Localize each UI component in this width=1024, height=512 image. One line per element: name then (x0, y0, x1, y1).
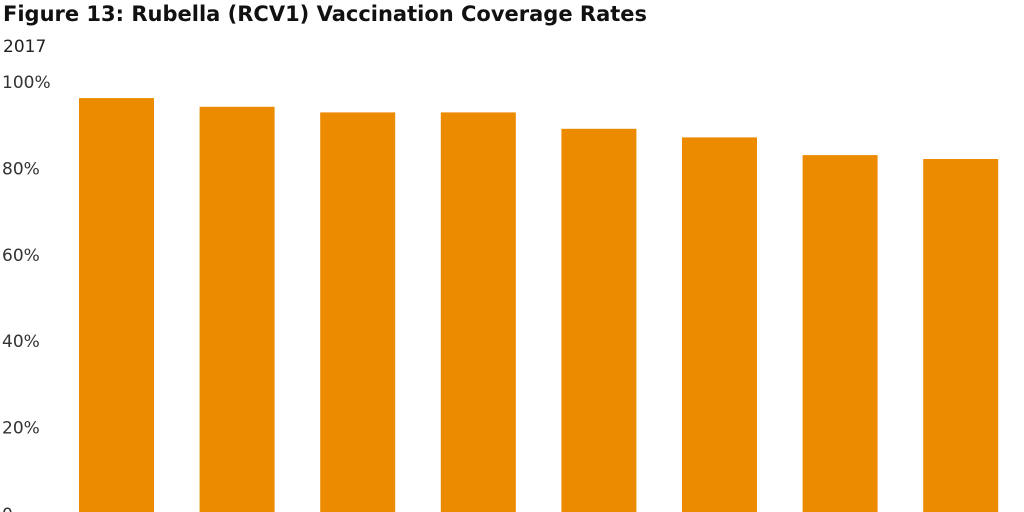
y-tick-label: 20% (2, 419, 40, 439)
bars (79, 98, 999, 512)
y-tick-label: 100% (2, 73, 51, 93)
bar-2 (199, 106, 275, 512)
bar-7 (802, 155, 878, 512)
y-tick-label: 60% (2, 246, 40, 266)
bar-4 (440, 112, 516, 512)
y-tick-label: 0 (2, 505, 13, 512)
chart-title: Figure 13: Rubella (RCV1) Vaccination Co… (3, 2, 648, 26)
bar-8 (923, 159, 999, 512)
bar-1 (79, 98, 154, 512)
chart-subtitle: 2017 (3, 37, 47, 57)
bar-5 (561, 128, 637, 512)
y-tick-label: 80% (2, 159, 40, 179)
y-tick-label: 40% (2, 332, 40, 352)
bar-3 (320, 112, 396, 512)
y-axis: 0 20% 40% 60% 80% 100% (2, 73, 51, 512)
bar-6 (682, 137, 757, 512)
